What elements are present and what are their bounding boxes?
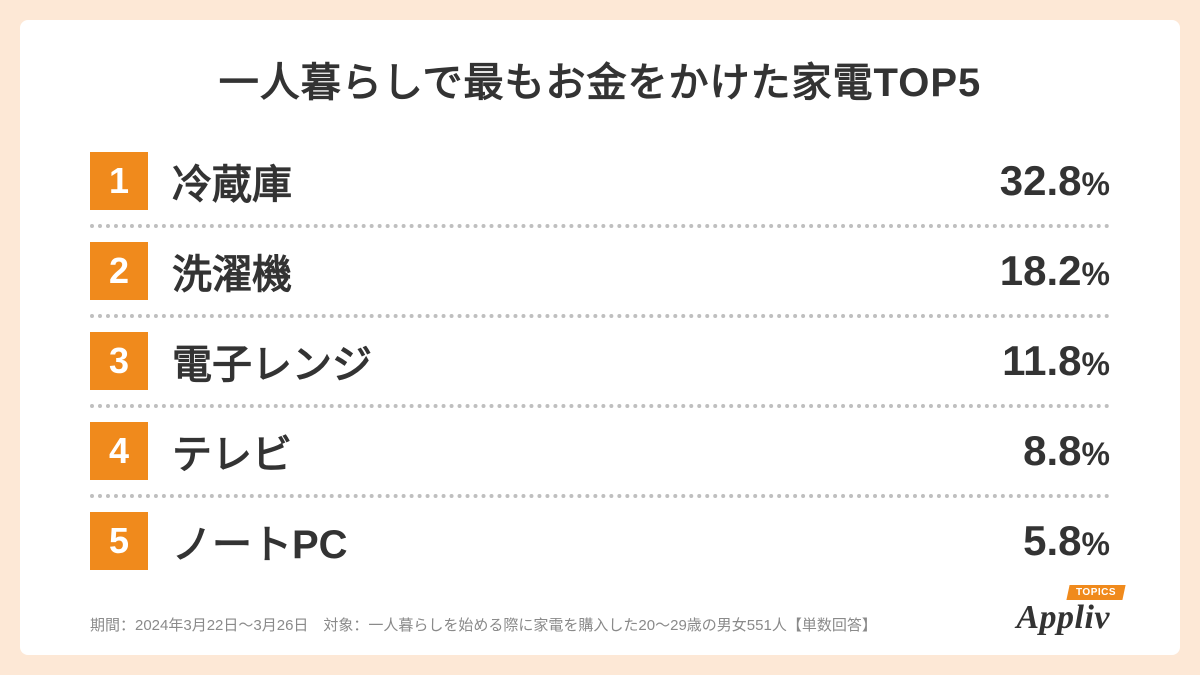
rank-value: 11.8% — [1002, 337, 1110, 385]
ranking-row: 5 ノートPC 5.8% — [90, 498, 1110, 584]
card: 一人暮らしで最もお金をかけた家電TOP5 1 冷蔵庫 32.8% 2 洗濯機 1… — [20, 20, 1180, 655]
rank-badge: 1 — [90, 152, 148, 210]
rank-label: テレビ — [148, 422, 1023, 480]
rank-badge: 4 — [90, 422, 148, 480]
footnote: 期間：2024年3月22日～3月26日 対象：一人暮らしを始める際に家電を購入し… — [90, 614, 877, 635]
ranking-row: 4 テレビ 8.8% — [90, 408, 1110, 498]
ranking-row: 3 電子レンジ 11.8% — [90, 318, 1110, 408]
ranking-row: 1 冷蔵庫 32.8% — [90, 138, 1110, 228]
rank-label: 電子レンジ — [148, 332, 1002, 390]
rank-badge: 3 — [90, 332, 148, 390]
rank-label: 冷蔵庫 — [148, 152, 1000, 210]
page-title: 一人暮らしで最もお金をかけた家電TOP5 — [90, 50, 1110, 108]
brand-badge: TOPICS — [1066, 585, 1125, 600]
rank-label: ノートPC — [148, 512, 1023, 570]
ranking-list: 1 冷蔵庫 32.8% 2 洗濯機 18.2% 3 電子レンジ 11.8% 4 … — [90, 138, 1110, 585]
rank-badge: 2 — [90, 242, 148, 300]
rank-value: 5.8% — [1023, 517, 1110, 565]
rank-value: 32.8% — [1000, 157, 1110, 205]
ranking-row: 2 洗濯機 18.2% — [90, 228, 1110, 318]
outer-frame: 一人暮らしで最もお金をかけた家電TOP5 1 冷蔵庫 32.8% 2 洗濯機 1… — [0, 0, 1200, 675]
rank-value: 18.2% — [1000, 247, 1110, 295]
rank-label: 洗濯機 — [148, 242, 1000, 300]
brand-logo: Appliv TOPICS — [1016, 595, 1110, 635]
rank-badge: 5 — [90, 512, 148, 570]
footer: 期間：2024年3月22日～3月26日 対象：一人暮らしを始める際に家電を購入し… — [90, 595, 1110, 635]
brand-name: Appliv — [1016, 601, 1110, 635]
rank-value: 8.8% — [1023, 427, 1110, 475]
